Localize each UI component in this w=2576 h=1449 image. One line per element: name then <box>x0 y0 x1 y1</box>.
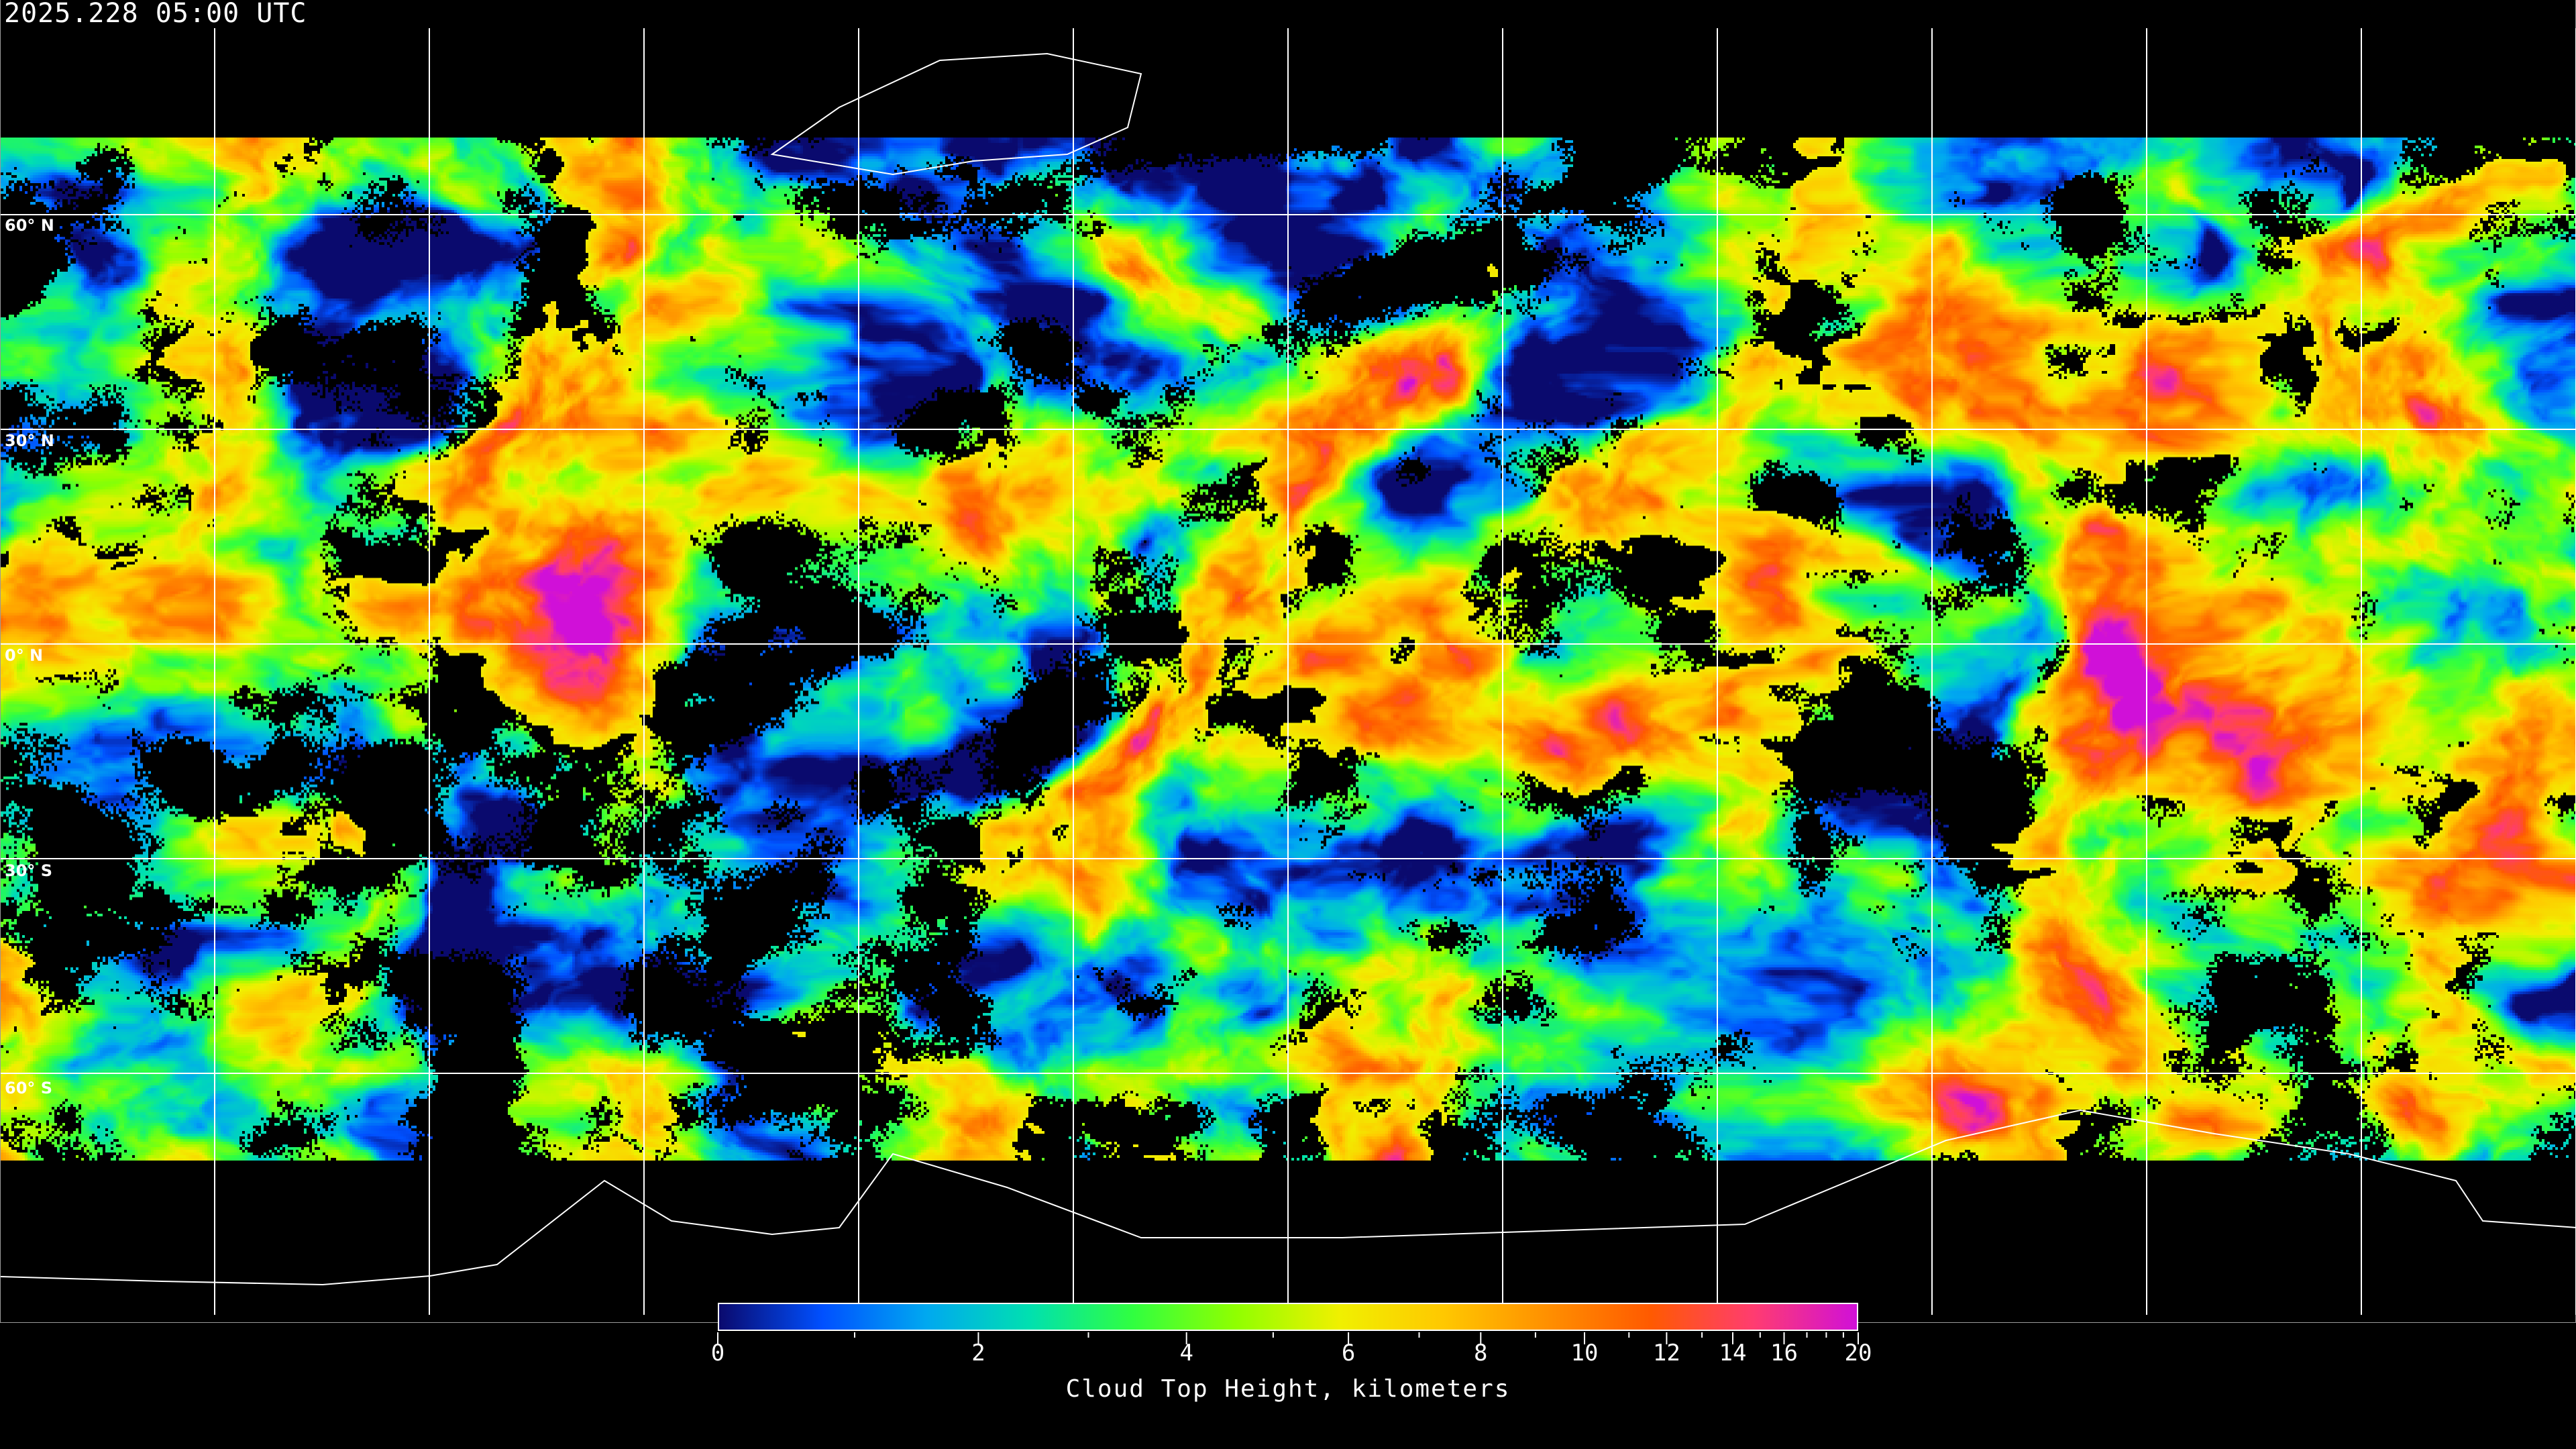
greenland-coastline <box>770 52 1142 176</box>
colorbar-tick-label: 6 <box>1341 1340 1356 1366</box>
colorbar-tick-label: 8 <box>1474 1340 1488 1366</box>
map-panel: 60° N 30° N 0° N 30° S 60° S <box>0 0 2576 1323</box>
colorbar-title: Cloud Top Height, kilometers <box>1065 1375 1511 1403</box>
lat-label-0n: 0° N <box>5 646 44 665</box>
antarctica-coastline <box>1 1109 2576 1286</box>
lat-label-30s: 30° S <box>5 861 53 880</box>
colorbar-tick-label: 2 <box>971 1340 985 1366</box>
colorbar-tick-label: 20 <box>1844 1340 1872 1366</box>
map-grid-overlay <box>1 28 2576 1315</box>
timestamp-title: 2025.228 05:00 UTC <box>4 0 307 29</box>
colorbar-tick-label: 10 <box>1570 1340 1599 1366</box>
colorbar-tick-label: 4 <box>1179 1340 1193 1366</box>
colorbar-tick-label: 14 <box>1719 1340 1747 1366</box>
lat-label-60n: 60° N <box>5 216 54 235</box>
colorbar-tick-label: 0 <box>710 1340 725 1366</box>
lat-label-30n: 30° N <box>5 431 54 450</box>
colorbar-tick-label: 16 <box>1770 1340 1798 1366</box>
lat-label-60s: 60° S <box>5 1079 53 1097</box>
colorbar-tick-label: 12 <box>1652 1340 1680 1366</box>
colorbar <box>718 1303 1858 1331</box>
